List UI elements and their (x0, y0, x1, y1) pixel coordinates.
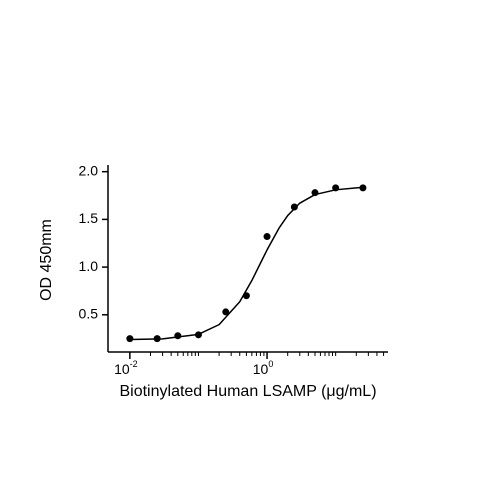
data-point (126, 335, 134, 343)
y-tick-label: 1.5 (79, 210, 99, 226)
x-tick-exponent: -2 (130, 359, 138, 369)
fit-curve (129, 186, 363, 341)
data-point (194, 331, 202, 339)
x-tick-exponent: 0 (268, 359, 273, 369)
data-point (263, 233, 271, 241)
x-axis-label: Biotinylated Human LSAMP (μg/mL) (119, 383, 376, 400)
x-tick-label: 10-2 (114, 359, 138, 376)
x-tick-base: 10 (253, 361, 269, 377)
x-tick-base: 10 (114, 361, 130, 377)
y-tick-label: 0.5 (79, 305, 99, 321)
data-point (332, 184, 340, 192)
data-point (153, 335, 161, 343)
data-point (174, 332, 182, 340)
data-point (359, 184, 367, 192)
x-tick-label: 100 (253, 359, 274, 376)
data-point (222, 308, 230, 316)
data-point (311, 189, 319, 197)
data-point (290, 203, 298, 211)
data-point (242, 292, 250, 300)
y-tick-label: 1.0 (79, 258, 99, 274)
y-axis-label: OD 450mm (38, 219, 55, 301)
y-tick-label: 2.0 (79, 162, 99, 178)
